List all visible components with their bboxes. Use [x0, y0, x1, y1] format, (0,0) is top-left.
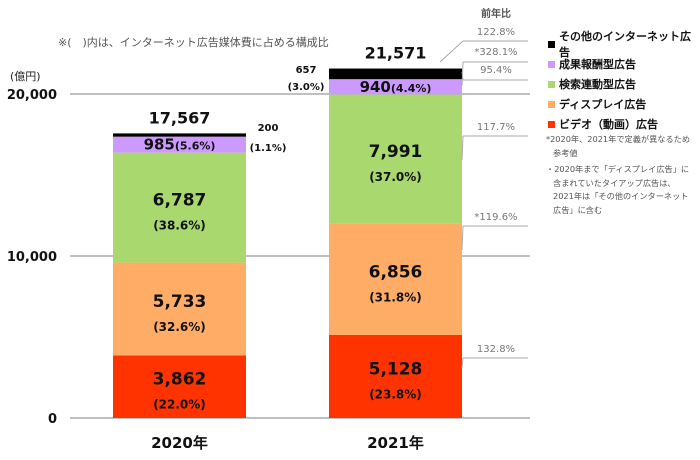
data-label: 985(5.6%) [144, 136, 216, 154]
share-label: (32.6%) [153, 320, 206, 334]
yoy-label: *119.6% [474, 212, 517, 223]
chart-subtitle: ※( )内は、インターネット広告媒体費に占める構成比 [58, 36, 329, 49]
data-label: 985 [144, 136, 175, 154]
data-label: 3,862 [153, 370, 207, 390]
share-label: (5.6%) [175, 140, 216, 153]
share-label: (37.0%) [369, 170, 422, 184]
legend-swatch [548, 80, 555, 88]
note-definition: *2020年、2021年で定義が異なるため参考値 [546, 134, 691, 158]
legend-label: その他のインターネット広告 [559, 30, 691, 59]
chart-notes: *2020年、2021年で定義が異なるため参考値 ・2020年まで「ディスプレイ… [546, 133, 696, 220]
yoy-total-label: 122.8% [477, 27, 515, 38]
total-label: 17,567 [149, 108, 211, 127]
data-label: 940 [360, 78, 391, 96]
share-label: (3.0%) [288, 82, 325, 93]
legend-item-search: 検索連動型広告 [548, 74, 698, 94]
bar-segment [113, 262, 246, 356]
yoy-label: 95.4% [480, 65, 512, 76]
x-tick-label: 2020年 [151, 434, 208, 452]
legend-label: ディスプレイ広告 [559, 98, 647, 111]
data-label: 6,856 [369, 262, 423, 282]
legend-swatch [548, 40, 555, 48]
legend-item-performance: 成果報酬型広告 [548, 54, 698, 74]
yoy-header: 前年比 [481, 7, 511, 20]
data-label: 5,128 [369, 359, 423, 379]
yoy-leader-line [461, 71, 464, 81]
data-label: 200 [258, 123, 279, 134]
yoy-label: 132.8% [477, 344, 515, 355]
legend-item-display: ディスプレイ広告 [548, 94, 698, 114]
legend-label: ビデオ（動画）広告 [559, 118, 658, 131]
y-tick-label: 0 [48, 412, 57, 427]
y-tick-label: 10,000 [7, 250, 57, 265]
yoy-leader-line [461, 135, 464, 161]
bar-segment [329, 334, 462, 418]
share-label: (38.6%) [153, 219, 206, 233]
data-label: 657 [296, 65, 317, 76]
bar-segment [329, 68, 462, 80]
yoy-leader-line [461, 225, 464, 251]
legend-swatch [548, 60, 555, 68]
y-axis-unit-label: (億円) [10, 70, 41, 83]
data-label: 940(4.4%) [360, 78, 432, 96]
legend-swatch [548, 120, 555, 128]
share-label: (22.0%) [153, 398, 206, 412]
yoy-label: *328.1% [474, 47, 517, 58]
bar-segment [329, 223, 462, 335]
data-label: 5,733 [153, 292, 207, 312]
data-label: 6,787 [153, 191, 207, 211]
legend-item-video: ビデオ（動画）広告 [548, 114, 698, 134]
data-label: 7,991 [369, 142, 423, 162]
y-tick-label: 20,000 [7, 88, 57, 103]
bar-segment [113, 152, 246, 263]
total-label: 21,571 [365, 44, 427, 63]
legend-swatch [548, 100, 555, 108]
share-label: (23.8%) [369, 387, 422, 401]
yoy-label: 117.7% [477, 122, 515, 133]
yoy-leader-line [439, 40, 464, 63]
chart-legend: その他のインターネット広告 成果報酬型広告 検索連動型広告 ディスプレイ広告 ビ… [548, 30, 698, 134]
share-label: (4.4%) [391, 82, 432, 95]
bar-segment [329, 79, 462, 95]
note-tieup: ・2020年まで「ディスプレイ広告」に含まれていたタイアップ広告は、2021年は… [546, 164, 690, 215]
share-label: (1.1%) [250, 143, 287, 154]
bar-segment [113, 355, 246, 418]
bar-segment [329, 94, 462, 224]
legend-item-other: その他のインターネット広告 [548, 30, 698, 59]
x-tick-label: 2021年 [367, 434, 424, 452]
yoy-leader-line [461, 357, 464, 369]
legend-label: 成果報酬型広告 [559, 58, 636, 71]
bar-segment [113, 133, 246, 137]
bar-segment [113, 136, 246, 153]
share-label: (31.8%) [369, 290, 422, 304]
legend-label: 検索連動型広告 [559, 78, 636, 91]
